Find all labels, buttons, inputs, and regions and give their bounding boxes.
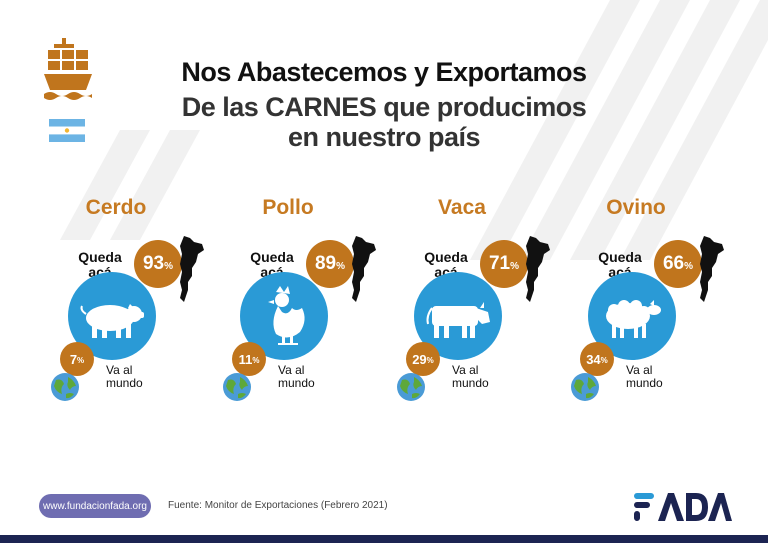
meat-column-cerdo: Cerdo Queda acá 93% 7% Va al mundo: [26, 196, 206, 416]
fada-logo: [634, 493, 732, 521]
chicken-icon: [268, 286, 305, 345]
pig-icon: [80, 304, 144, 338]
meat-name: Pollo: [262, 196, 314, 219]
globe-icon: [571, 373, 599, 401]
globe-icon: [51, 373, 79, 401]
export-percent-badge: 34%: [580, 342, 614, 376]
va-al-mundo-label: Va al mundo: [278, 363, 315, 390]
sheep-icon: [606, 300, 661, 338]
globe-icon: [223, 373, 251, 401]
va-al-mundo-label: Va al mundo: [626, 363, 663, 390]
meat-column-ovino: Ovino Queda acá 66% 34% Va al mundo: [546, 196, 726, 416]
footer-bar: [0, 535, 768, 543]
cow-icon: [426, 302, 490, 338]
page-subtitle-line2: en nuestro país: [287, 122, 481, 152]
meat-name: Ovino: [606, 196, 666, 219]
va-al-mundo-label: Va al mundo: [106, 363, 143, 390]
meat-name: Vaca: [438, 196, 486, 219]
website-link[interactable]: www.fundacionfada.org: [39, 494, 151, 518]
cargo-ship-icon: [44, 38, 92, 100]
argentina-flag-icon: [49, 119, 85, 142]
argentina-map-icon: [526, 236, 550, 302]
argentina-map-icon: [700, 236, 724, 302]
meat-column-pollo: Pollo Queda acá 89% 11% Va al mundo: [198, 196, 378, 416]
export-percent-badge: 11%: [232, 342, 266, 376]
argentina-map-icon: [352, 236, 376, 302]
meat-column-vaca: Vaca Queda acá 71% 29% Va al mundo: [372, 196, 552, 416]
argentina-map-icon: [180, 236, 204, 302]
local-percent-badge: 89%: [306, 240, 354, 288]
export-percent-badge: 7%: [60, 342, 94, 376]
globe-icon: [397, 373, 425, 401]
page-subtitle-line1: De las CARNES que producimos: [181, 92, 587, 122]
source-note: Fuente: Monitor de Exportaciones (Febrer…: [168, 500, 388, 511]
va-al-mundo-label: Va al mundo: [452, 363, 489, 390]
export-percent-badge: 29%: [406, 342, 440, 376]
local-percent-badge: 71%: [480, 240, 528, 288]
meat-name: Cerdo: [85, 196, 147, 219]
local-percent-badge: 93%: [134, 240, 182, 288]
local-percent-badge: 66%: [654, 240, 702, 288]
page-title: Nos Abastecemos y Exportamos: [181, 57, 587, 87]
